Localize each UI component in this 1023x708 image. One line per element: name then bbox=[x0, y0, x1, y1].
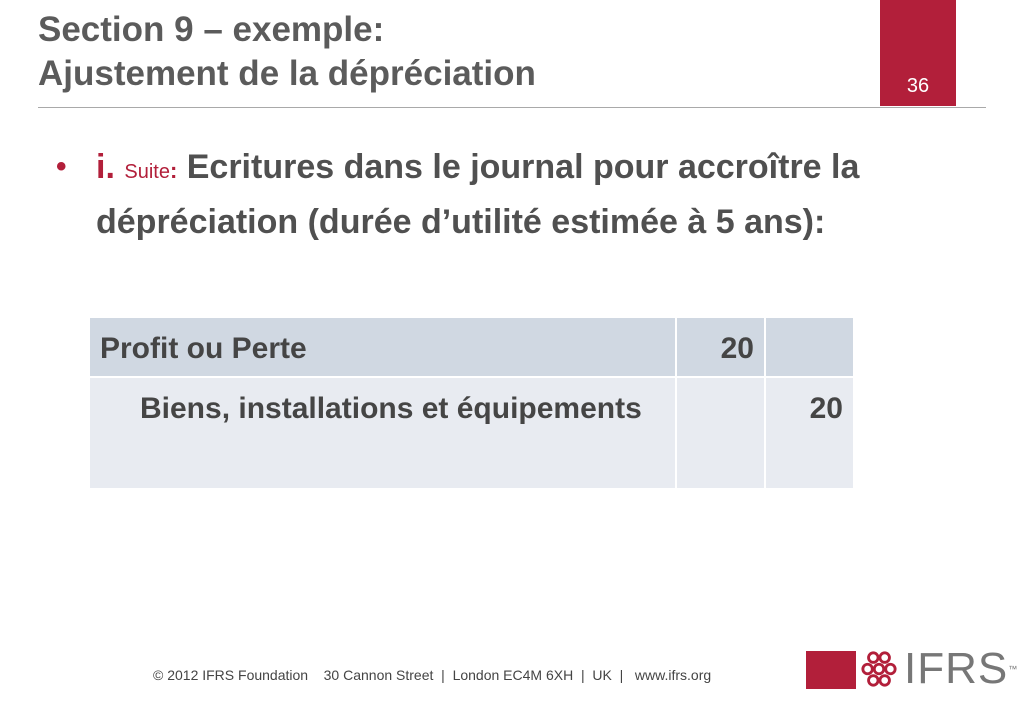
table-row: Biens, installations et équipements 20 bbox=[88, 376, 855, 490]
footer-text: © 2012 IFRS Foundation 30 Cannon Street … bbox=[153, 667, 712, 683]
trademark-symbol: ™ bbox=[1008, 664, 1018, 674]
ifrs-logo: IFRS ™ bbox=[856, 645, 1017, 693]
page-number-tab: 36 bbox=[880, 0, 956, 106]
journal-entry-table: Profit ou Perte 20 Biens, installations … bbox=[88, 316, 855, 490]
account-text: Biens, installations et équipements bbox=[140, 392, 642, 425]
bullet-body: Ecritures dans le journal pour accroître… bbox=[96, 148, 860, 241]
slide-title-line-2: Ajustement de la dépréciation bbox=[38, 54, 536, 93]
slide-title: Section 9 – exemple: Ajustement de la dé… bbox=[38, 8, 536, 96]
debit-cell bbox=[675, 376, 766, 490]
slide-title-line-1: Section 9 – exemple: bbox=[38, 10, 385, 49]
suite-colon: : bbox=[169, 158, 178, 183]
bullet-dot-icon: • bbox=[56, 150, 67, 183]
bullet-text: i. Suite: Ecritures dans le journal pour… bbox=[96, 142, 916, 247]
credit-cell: 20 bbox=[764, 376, 855, 490]
bullet-label: i. bbox=[96, 148, 115, 186]
account-cell: Profit ou Perte bbox=[88, 316, 677, 378]
credit-cell bbox=[764, 316, 855, 378]
suite-label: Suite bbox=[124, 161, 170, 183]
title-divider bbox=[38, 107, 986, 108]
ifrs-wordmark: IFRS bbox=[904, 644, 1009, 693]
account-cell: Biens, installations et équipements bbox=[88, 376, 677, 490]
debit-cell: 20 bbox=[675, 316, 766, 378]
bullet-item: • i. Suite: Ecritures dans le journal po… bbox=[56, 142, 916, 247]
page-number: 36 bbox=[906, 75, 930, 97]
ifrs-flower-icon bbox=[861, 651, 897, 687]
table-row: Profit ou Perte 20 bbox=[88, 316, 855, 378]
footer-accent-bar bbox=[806, 651, 856, 689]
